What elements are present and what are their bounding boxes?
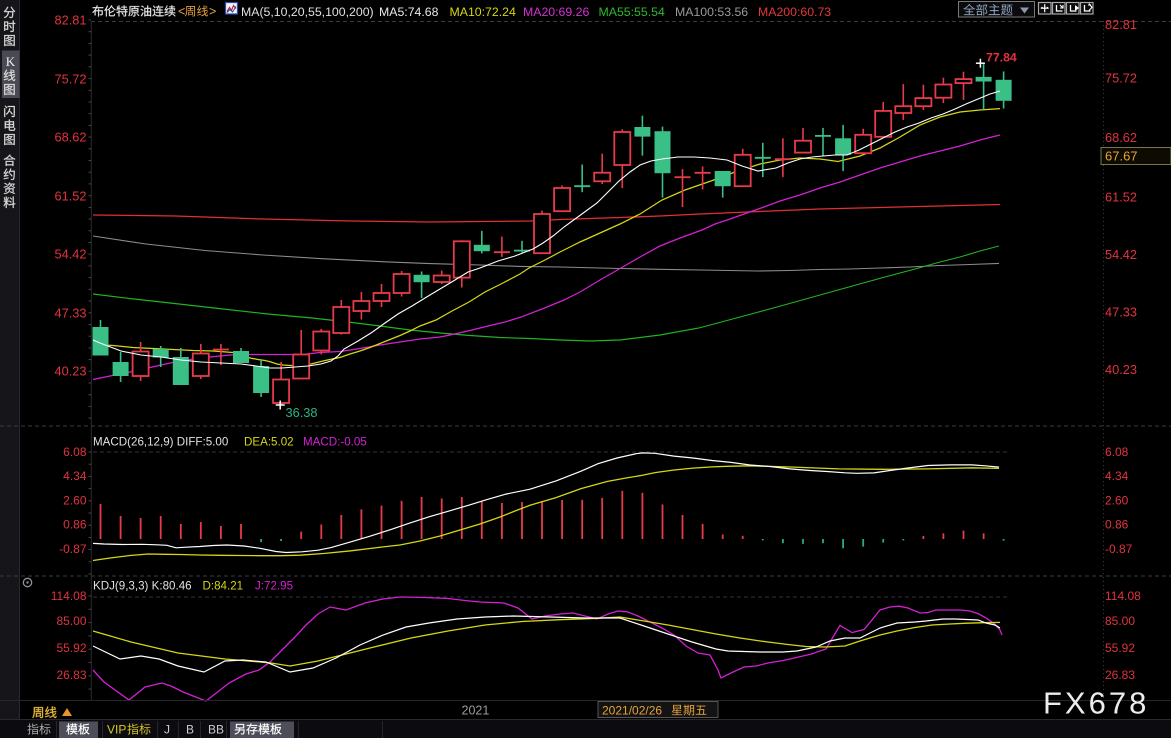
svg-text:114.08: 114.08	[51, 589, 87, 603]
svg-text:0.86: 0.86	[63, 518, 87, 532]
svg-text:68.62: 68.62	[1105, 130, 1137, 145]
svg-text:DEA:5.02: DEA:5.02	[244, 436, 294, 449]
svg-text:47.33: 47.33	[54, 306, 86, 321]
svg-text:67.67: 67.67	[1105, 149, 1138, 164]
svg-text:55.92: 55.92	[56, 641, 86, 655]
svg-text:26.83: 26.83	[1105, 668, 1135, 682]
svg-text:<: <	[178, 5, 185, 19]
svg-text:MA100:53.56: MA100:53.56	[675, 5, 748, 19]
svg-text:54.42: 54.42	[54, 247, 86, 262]
svg-text:77.84: 77.84	[986, 51, 1017, 65]
svg-text:6.08: 6.08	[63, 445, 87, 459]
svg-text:2021: 2021	[462, 704, 490, 718]
svg-text:MA(5,10,20,55,100,200): MA(5,10,20,55,100,200)	[241, 5, 374, 19]
svg-text:68.62: 68.62	[54, 130, 86, 145]
svg-text:J:72.95: J:72.95	[255, 580, 293, 593]
svg-text:B: B	[186, 723, 194, 737]
svg-text:-0.87: -0.87	[1105, 542, 1133, 556]
svg-text:>: >	[209, 5, 216, 19]
svg-text:2.60: 2.60	[63, 494, 87, 508]
svg-text:36.38: 36.38	[286, 405, 318, 420]
svg-text:82.81: 82.81	[1105, 17, 1137, 32]
svg-text:47.33: 47.33	[1105, 305, 1137, 320]
svg-text:26.83: 26.83	[56, 668, 86, 682]
svg-text:4.34: 4.34	[1105, 469, 1129, 483]
svg-text:-0.87: -0.87	[59, 542, 87, 556]
svg-text:VIP: VIP	[107, 723, 126, 737]
svg-text:MA20:69.26: MA20:69.26	[523, 5, 589, 19]
svg-text:MA10:72.24: MA10:72.24	[450, 5, 516, 19]
svg-text:MACD(26,12,9) DIFF:5.00: MACD(26,12,9) DIFF:5.00	[93, 436, 228, 449]
svg-text:4.34: 4.34	[63, 469, 87, 483]
svg-text:2021/02/26: 2021/02/26	[602, 704, 662, 718]
svg-text:40.23: 40.23	[54, 364, 86, 379]
svg-text:BB: BB	[208, 723, 224, 737]
svg-text:MACD:-0.05: MACD:-0.05	[303, 436, 367, 449]
svg-text:KDJ(9,3,3) K:80.46: KDJ(9,3,3) K:80.46	[93, 580, 192, 593]
svg-text:55.92: 55.92	[1105, 641, 1135, 655]
svg-text:MA5:74.68: MA5:74.68	[379, 5, 439, 19]
svg-text:82.81: 82.81	[54, 13, 86, 28]
svg-text:K: K	[6, 54, 16, 69]
svg-text:FX678: FX678	[1043, 686, 1149, 721]
svg-text:0.86: 0.86	[1105, 518, 1129, 532]
svg-text:6.08: 6.08	[1105, 445, 1129, 459]
svg-text:85.00: 85.00	[56, 614, 86, 628]
svg-text:40.23: 40.23	[1105, 362, 1137, 377]
svg-text:2.60: 2.60	[1105, 494, 1129, 508]
svg-text:54.42: 54.42	[1105, 247, 1137, 262]
svg-text:114.08: 114.08	[1105, 589, 1141, 603]
svg-text:75.72: 75.72	[54, 72, 86, 87]
svg-text:MA200:60.73: MA200:60.73	[758, 5, 831, 19]
svg-text:61.52: 61.52	[54, 189, 86, 204]
svg-text:MA55:55.54: MA55:55.54	[599, 5, 665, 19]
svg-text:J: J	[164, 723, 170, 737]
svg-text:61.52: 61.52	[1105, 190, 1137, 205]
svg-text:85.00: 85.00	[1105, 614, 1135, 628]
svg-text:D:84.21: D:84.21	[203, 580, 244, 593]
svg-text:75.72: 75.72	[1105, 71, 1137, 86]
